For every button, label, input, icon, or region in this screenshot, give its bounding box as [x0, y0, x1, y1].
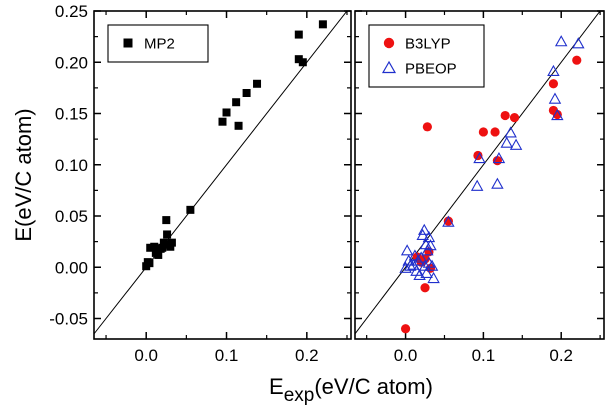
data-point	[166, 242, 175, 251]
data-point	[478, 127, 488, 137]
data-point	[548, 92, 562, 104]
y-tick-label: 0.05	[55, 207, 88, 226]
y-tick-label: -0.05	[49, 310, 88, 329]
y-axis-title: E(eV/C atom)	[11, 108, 36, 241]
chart-panel-right: 0.0 0.1 0.2 B3LYP PBEOP	[354, 10, 605, 365]
data-point	[253, 79, 262, 88]
data-point	[242, 89, 251, 97]
data-point	[500, 110, 510, 121]
data-point	[186, 205, 195, 214]
data-point	[399, 261, 412, 273]
data-point	[159, 238, 168, 247]
data-point	[422, 256, 436, 268]
data-point	[420, 266, 433, 278]
data-point	[154, 250, 163, 259]
data-point	[234, 121, 243, 130]
data-point	[551, 108, 564, 121]
x-tick-label: 0.1	[215, 346, 239, 365]
data-point	[443, 216, 453, 226]
x-tick-label: 0.2	[549, 346, 573, 365]
data-point	[504, 126, 517, 138]
data-point	[442, 215, 455, 227]
data-point	[427, 271, 440, 284]
data-point	[400, 244, 414, 256]
data-point	[167, 238, 176, 247]
data-point	[294, 30, 303, 39]
data-point	[572, 37, 585, 49]
x-tick-label: 0.0	[134, 346, 158, 365]
data-point	[422, 122, 432, 132]
data-point	[150, 242, 159, 251]
data-point	[491, 177, 504, 189]
y-tick-label: 0.10	[55, 156, 88, 175]
data-point	[500, 136, 513, 148]
data-point	[318, 20, 327, 29]
legend-label: MP2	[144, 36, 175, 53]
series-b3lyp	[400, 55, 582, 334]
data-point	[425, 259, 439, 271]
legend-marker	[383, 37, 395, 49]
data-point	[547, 64, 560, 77]
x-tick-label: 0.0	[394, 346, 418, 365]
data-point	[407, 258, 420, 270]
plot-frame	[93, 10, 352, 340]
y-tick-label: 0.15	[55, 105, 88, 124]
data-point	[420, 283, 430, 293]
data-point	[554, 35, 568, 47]
data-point	[158, 243, 167, 252]
data-point	[294, 55, 303, 64]
legend-box	[368, 24, 485, 88]
data-point	[509, 113, 520, 123]
data-point	[146, 243, 155, 252]
data-point	[222, 108, 231, 117]
data-point	[470, 179, 484, 191]
data-point	[473, 151, 486, 164]
data-point	[163, 230, 172, 239]
data-point	[418, 223, 431, 235]
y-tick-label: 0.00	[55, 258, 88, 277]
legend-label: PBEOP	[405, 61, 457, 78]
data-point	[509, 138, 523, 150]
legend-marker	[381, 60, 397, 74]
data-point	[400, 324, 411, 334]
data-point	[572, 55, 582, 65]
plot-frame	[354, 10, 605, 340]
y-tick-label: 0.25	[55, 2, 88, 21]
x-tick-label: 0.1	[472, 346, 496, 365]
data-point	[232, 98, 241, 107]
diagonal-line	[355, 11, 601, 335]
data-point	[414, 251, 428, 263]
legend-marker	[123, 38, 133, 48]
x-tick-label: 0.2	[295, 346, 319, 365]
x-axis-title: Eexp(eV/C atom)	[269, 374, 433, 406]
data-point	[298, 58, 307, 67]
data-point	[145, 259, 154, 268]
data-point	[408, 249, 422, 261]
y-tick-label: 0.20	[55, 53, 88, 72]
data-point	[552, 109, 562, 120]
data-point	[422, 230, 436, 243]
data-point	[218, 117, 227, 126]
data-point	[548, 79, 559, 89]
legend-label: B3LYP	[405, 36, 451, 53]
data-point	[424, 239, 437, 251]
chart-panel-left: 0.0 0.1 0.2 -0.05 0.00 0.05 0.10 0.15 0.20 0.25 MP…	[49, 2, 352, 365]
series-pbeop	[399, 35, 585, 284]
data-point	[411, 254, 425, 266]
data-point	[162, 216, 171, 225]
data-point	[490, 127, 500, 137]
data-point	[492, 151, 506, 164]
series-mp2	[142, 20, 327, 271]
